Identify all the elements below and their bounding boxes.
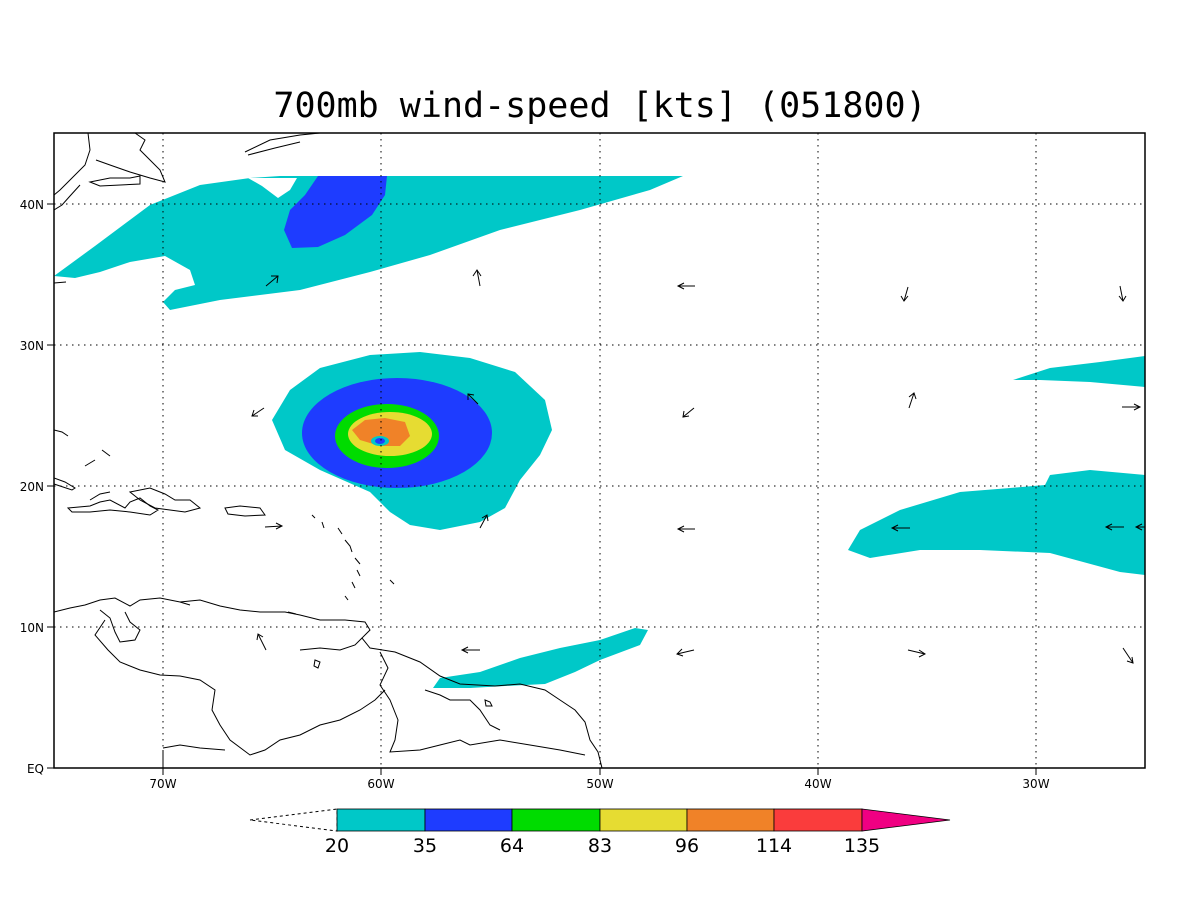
contour-nw-20kt — [54, 176, 683, 310]
wind-speed-contours — [54, 176, 1145, 688]
lon-tick-label: 50W — [586, 777, 613, 791]
contour-east-lower-20kt — [848, 470, 1145, 575]
wind-arrow — [460, 646, 480, 654]
contour-south-20kt — [433, 628, 648, 688]
lon-tick-label: 60W — [367, 777, 394, 791]
colorbar-label: 114 — [756, 835, 792, 857]
contour-nw-35kt — [284, 176, 387, 248]
wind-arrow — [682, 407, 695, 418]
map-title: 700mb wind-speed [kts] (051800) — [273, 86, 926, 126]
colorbar-swatch — [773, 808, 863, 832]
wind-arrow — [1134, 523, 1145, 531]
lon-tick-label: 30W — [1022, 777, 1049, 791]
wind-arrow — [467, 393, 479, 405]
coastlines — [54, 133, 603, 768]
colorbar-under-triangle — [249, 808, 338, 832]
colorbar-swatch — [686, 808, 775, 832]
wind-arrow — [900, 286, 909, 302]
lat-axis: EQ 10N 20N 30N 40N — [20, 198, 54, 776]
wind-arrow — [264, 522, 284, 530]
lat-tick-label: 20N — [20, 480, 44, 494]
wind-arrow — [251, 407, 265, 417]
colorbar-swatch — [599, 808, 688, 832]
colorbar-label: 35 — [413, 835, 437, 857]
contour-storm-96kt — [352, 418, 410, 446]
wind-arrow — [1122, 403, 1142, 411]
wind-arrow — [908, 392, 917, 409]
lat-lon-grid — [54, 133, 1145, 768]
lat-tick-label: 40N — [20, 198, 44, 212]
lat-tick-label: 30N — [20, 339, 44, 353]
colorbar: 20 35 64 83 96 114 135 — [249, 808, 951, 857]
colorbar-label: 64 — [500, 835, 524, 857]
contour-east-upper-20kt — [1013, 356, 1145, 387]
wind-arrow — [907, 649, 926, 658]
wind-arrow — [676, 282, 695, 290]
wind-arrow — [265, 275, 279, 287]
wind-arrow — [1118, 285, 1127, 302]
lat-tick-label: EQ — [27, 762, 44, 776]
wind-arrow — [256, 633, 267, 651]
lon-axis: 70W 60W 50W 40W 30W — [149, 768, 1050, 791]
wind-arrow — [1122, 647, 1134, 664]
lon-tick-label: 70W — [149, 777, 176, 791]
wind-arrow — [676, 525, 695, 533]
colorbar-over-triangle — [861, 808, 951, 832]
colorbar-swatch — [336, 808, 426, 832]
wind-arrow — [890, 524, 910, 532]
lat-tick-label: 10N — [20, 621, 44, 635]
colorbar-label: 135 — [844, 835, 880, 857]
wind-arrow — [676, 648, 695, 657]
colorbar-swatch — [424, 808, 513, 832]
wind-arrow — [1104, 523, 1124, 531]
wind-vectors — [251, 269, 1145, 664]
colorbar-label: 96 — [675, 835, 699, 857]
wind-arrow — [479, 514, 489, 529]
lon-tick-label: 40W — [804, 777, 831, 791]
wind-arrow — [472, 269, 482, 287]
colorbar-label: 83 — [588, 835, 612, 857]
colorbar-label: 20 — [325, 835, 349, 857]
colorbar-swatch — [511, 808, 601, 832]
